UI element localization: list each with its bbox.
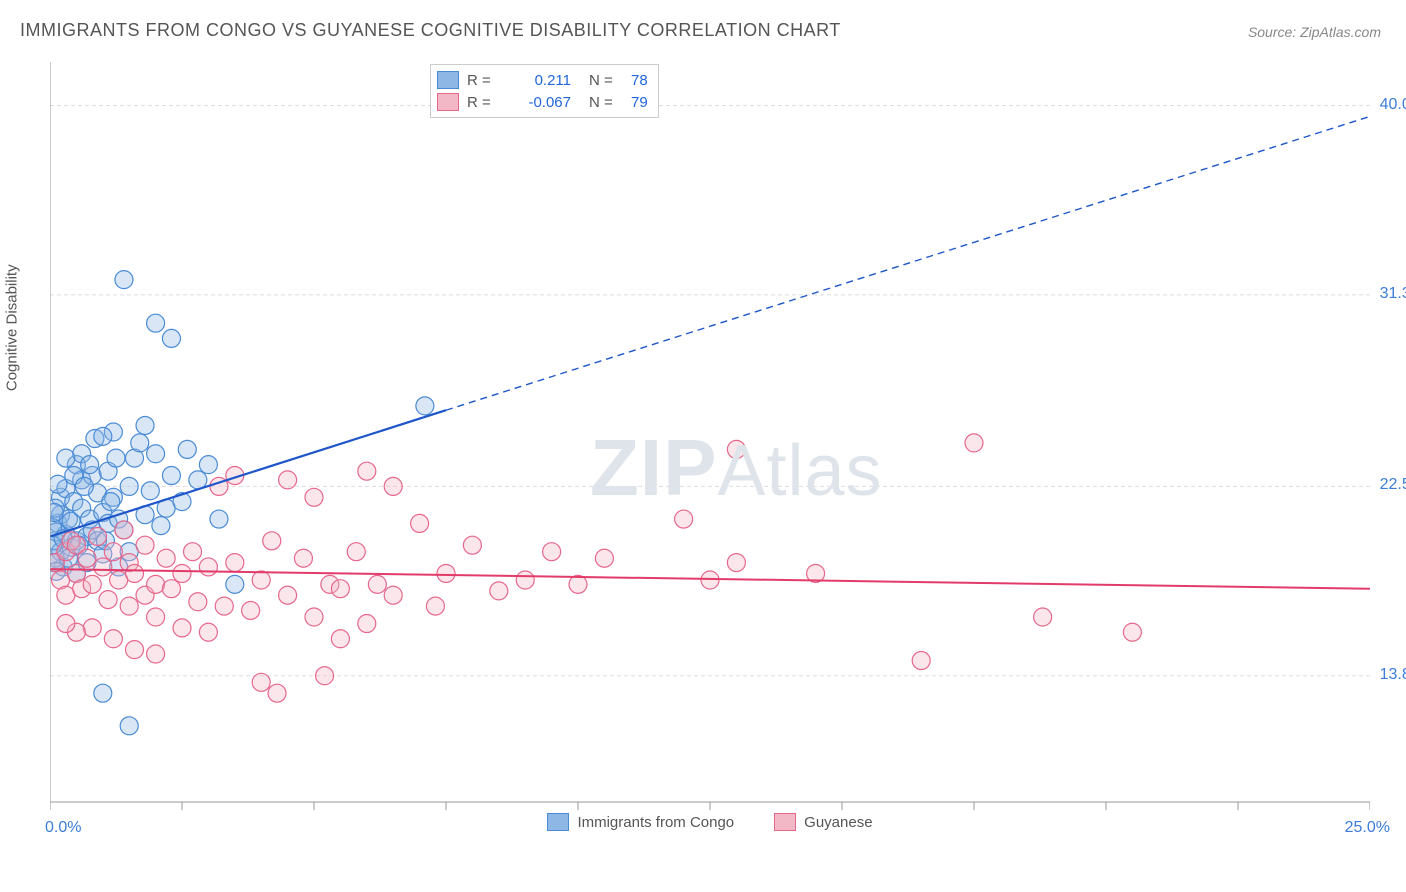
legend-label-0: Immigrants from Congo	[577, 814, 734, 831]
source-name: ZipAtlas.com	[1300, 24, 1381, 40]
legend-item: Immigrants from Congo	[547, 813, 734, 831]
plot-area: ZIPAtlas R = 0.211 N = 78 R = -0.067 N =…	[50, 62, 1370, 832]
legend-swatch-1	[774, 813, 796, 831]
n-value-0: 78	[631, 72, 648, 89]
legend-swatch-0	[547, 813, 569, 831]
swatch-series-0	[437, 71, 459, 89]
r-value-1: -0.067	[511, 94, 571, 111]
chart-svg	[50, 62, 1370, 832]
series-legend: Immigrants from Congo Guyanese	[50, 813, 1370, 836]
y-axis-label: Cognitive Disability	[4, 264, 21, 391]
r-label: R =	[467, 94, 503, 111]
y-grid-label: 13.8%	[1380, 666, 1406, 684]
y-grid-label: 40.0%	[1380, 96, 1406, 114]
legend-item: Guyanese	[774, 813, 872, 831]
correlation-legend: R = 0.211 N = 78 R = -0.067 N = 79	[430, 64, 659, 118]
swatch-series-1	[437, 93, 459, 111]
y-grid-label: 31.3%	[1380, 285, 1406, 303]
chart-title: IMMIGRANTS FROM CONGO VS GUYANESE COGNIT…	[20, 20, 841, 41]
correlation-legend-row: R = -0.067 N = 79	[437, 91, 648, 113]
correlation-legend-row: R = 0.211 N = 78	[437, 69, 648, 91]
n-value-1: 79	[631, 94, 648, 111]
source-credit: Source: ZipAtlas.com	[1248, 24, 1381, 40]
legend-label-1: Guyanese	[804, 814, 872, 831]
source-label: Source:	[1248, 24, 1296, 40]
n-label: N =	[589, 72, 623, 89]
r-value-0: 0.211	[511, 72, 571, 89]
y-grid-label: 22.5%	[1380, 476, 1406, 494]
n-label: N =	[589, 94, 623, 111]
r-label: R =	[467, 72, 503, 89]
